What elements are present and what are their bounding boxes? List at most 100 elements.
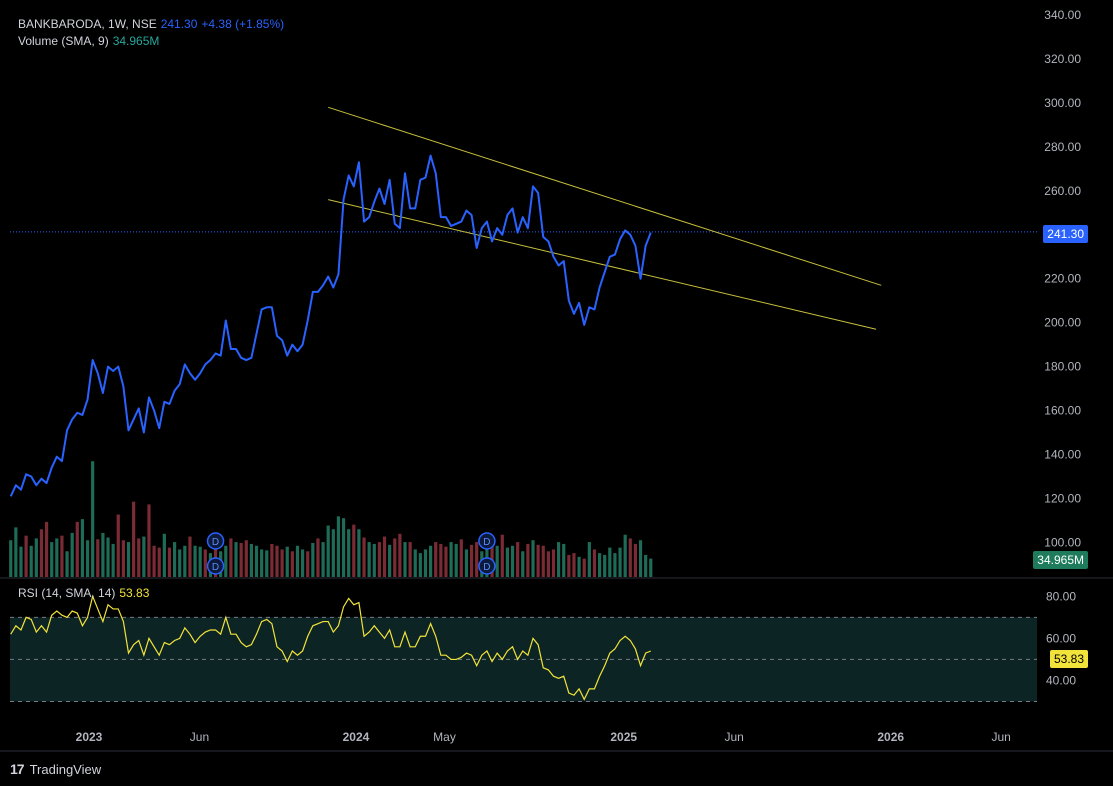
rsi-label: RSI (14, SMA, 14) xyxy=(18,586,116,600)
time-tick-label: Jun xyxy=(724,730,743,744)
volume-bar xyxy=(300,549,305,577)
volume-bar xyxy=(444,546,448,577)
volume-bar xyxy=(239,543,243,577)
volume-bar xyxy=(142,536,146,577)
volume-bar xyxy=(618,547,622,577)
volume-bar xyxy=(546,551,550,577)
volume-bar xyxy=(582,558,586,577)
volume-bar xyxy=(96,539,100,577)
volume-bar xyxy=(562,543,566,577)
volume-bar xyxy=(649,558,653,577)
volume-bar xyxy=(295,545,300,577)
volume-bar xyxy=(121,540,125,577)
volume-bar xyxy=(85,540,90,577)
volume-bar xyxy=(388,544,392,577)
volume-bar xyxy=(347,529,351,577)
volume-bar xyxy=(24,535,28,577)
volume-bar xyxy=(275,545,279,577)
price-tick-label: 180.00 xyxy=(1044,360,1081,374)
volume-bar xyxy=(382,536,387,577)
volume-bar xyxy=(536,544,540,577)
volume-bar xyxy=(352,524,356,577)
volume-bar xyxy=(44,521,49,577)
volume-bar xyxy=(408,542,412,577)
volume-bar xyxy=(521,551,525,577)
volume-bar xyxy=(193,545,197,577)
volume-bar xyxy=(567,554,571,577)
rsi-tick-label: 40.00 xyxy=(1046,673,1076,687)
rsi-tick-label: 60.00 xyxy=(1046,631,1076,645)
volume-bar xyxy=(172,542,177,577)
volume-bar xyxy=(326,525,330,577)
volume-bar xyxy=(39,529,44,577)
price-tick-label: 340.00 xyxy=(1044,8,1081,22)
volume-bar xyxy=(516,542,520,577)
volume-bar xyxy=(398,533,402,577)
volume-bar xyxy=(418,553,422,577)
volume-bar xyxy=(377,542,381,577)
volume-bar xyxy=(500,534,504,577)
tradingview-logo-icon: 17 xyxy=(10,761,25,777)
symbol-title: BANKBARODA, 1W, NSE xyxy=(18,17,157,31)
volume-bar xyxy=(331,529,335,577)
volume-bar xyxy=(132,501,136,577)
volume-bar xyxy=(280,549,284,577)
volume-bar xyxy=(260,549,264,577)
volume-bar xyxy=(454,543,458,577)
volume-bar xyxy=(116,514,120,577)
volume-bar xyxy=(137,538,141,577)
volume-bar xyxy=(188,536,192,577)
last-price: 241.30 xyxy=(160,17,198,31)
volume-bar xyxy=(162,533,166,577)
volume-bar xyxy=(429,545,433,577)
price-tick-label: 120.00 xyxy=(1044,491,1081,505)
price-change: +4.38 (+1.85%) xyxy=(201,17,285,31)
symbol-header: BANKBARODA, 1W, NSE 241.30 +4.38 (+1.85%) xyxy=(18,17,288,31)
volume-bar xyxy=(111,543,115,577)
price-tick-label: 140.00 xyxy=(1044,448,1081,462)
volume-bar xyxy=(577,556,581,577)
volume-bar xyxy=(29,545,33,577)
volume-bar xyxy=(587,542,591,577)
volume-tag: 34.965M xyxy=(1033,551,1088,569)
price-tick-label: 260.00 xyxy=(1044,184,1081,198)
price-tick-label: 160.00 xyxy=(1044,404,1081,418)
volume-bar xyxy=(34,538,38,577)
volume-bar xyxy=(178,549,182,577)
dividend-marker-label: D xyxy=(483,562,490,573)
time-tick-label: May xyxy=(433,730,456,744)
volume-bar xyxy=(495,545,499,577)
volume-bar xyxy=(393,538,397,577)
price-tick-label: 280.00 xyxy=(1044,140,1081,154)
volume-bar xyxy=(526,543,530,577)
volume-value: 34.965M xyxy=(112,34,160,48)
brand-name: TradingView xyxy=(29,761,102,777)
volume-bar xyxy=(126,542,131,577)
volume-bar xyxy=(265,550,269,577)
rsi-value: 53.83 xyxy=(119,586,150,600)
time-tick-label: 2024 xyxy=(343,730,370,744)
rsi-tick-label: 80.00 xyxy=(1046,589,1076,603)
volume-bar xyxy=(321,542,325,577)
volume-bar xyxy=(541,545,545,577)
volume-bar xyxy=(413,549,417,577)
volume-bar xyxy=(510,545,515,577)
volume-bar xyxy=(557,542,561,577)
volume-bar xyxy=(80,519,85,577)
volume-bar xyxy=(224,545,228,577)
volume-bar xyxy=(613,553,617,577)
tradingview-brand[interactable]: 17 TradingView xyxy=(10,761,101,777)
volume-bar xyxy=(311,543,315,577)
volume-bar xyxy=(551,549,556,577)
volume-bar xyxy=(19,546,23,577)
volume-bar xyxy=(70,532,74,577)
volume-bar xyxy=(65,551,69,577)
volume-bar xyxy=(459,539,463,577)
time-tick-label: 2023 xyxy=(76,730,103,744)
volume-bar xyxy=(603,554,607,577)
volume-bar xyxy=(623,534,627,577)
volume-bar xyxy=(357,529,361,577)
dividend-marker-label: D xyxy=(212,562,219,573)
time-tick-label: 2025 xyxy=(610,730,637,744)
